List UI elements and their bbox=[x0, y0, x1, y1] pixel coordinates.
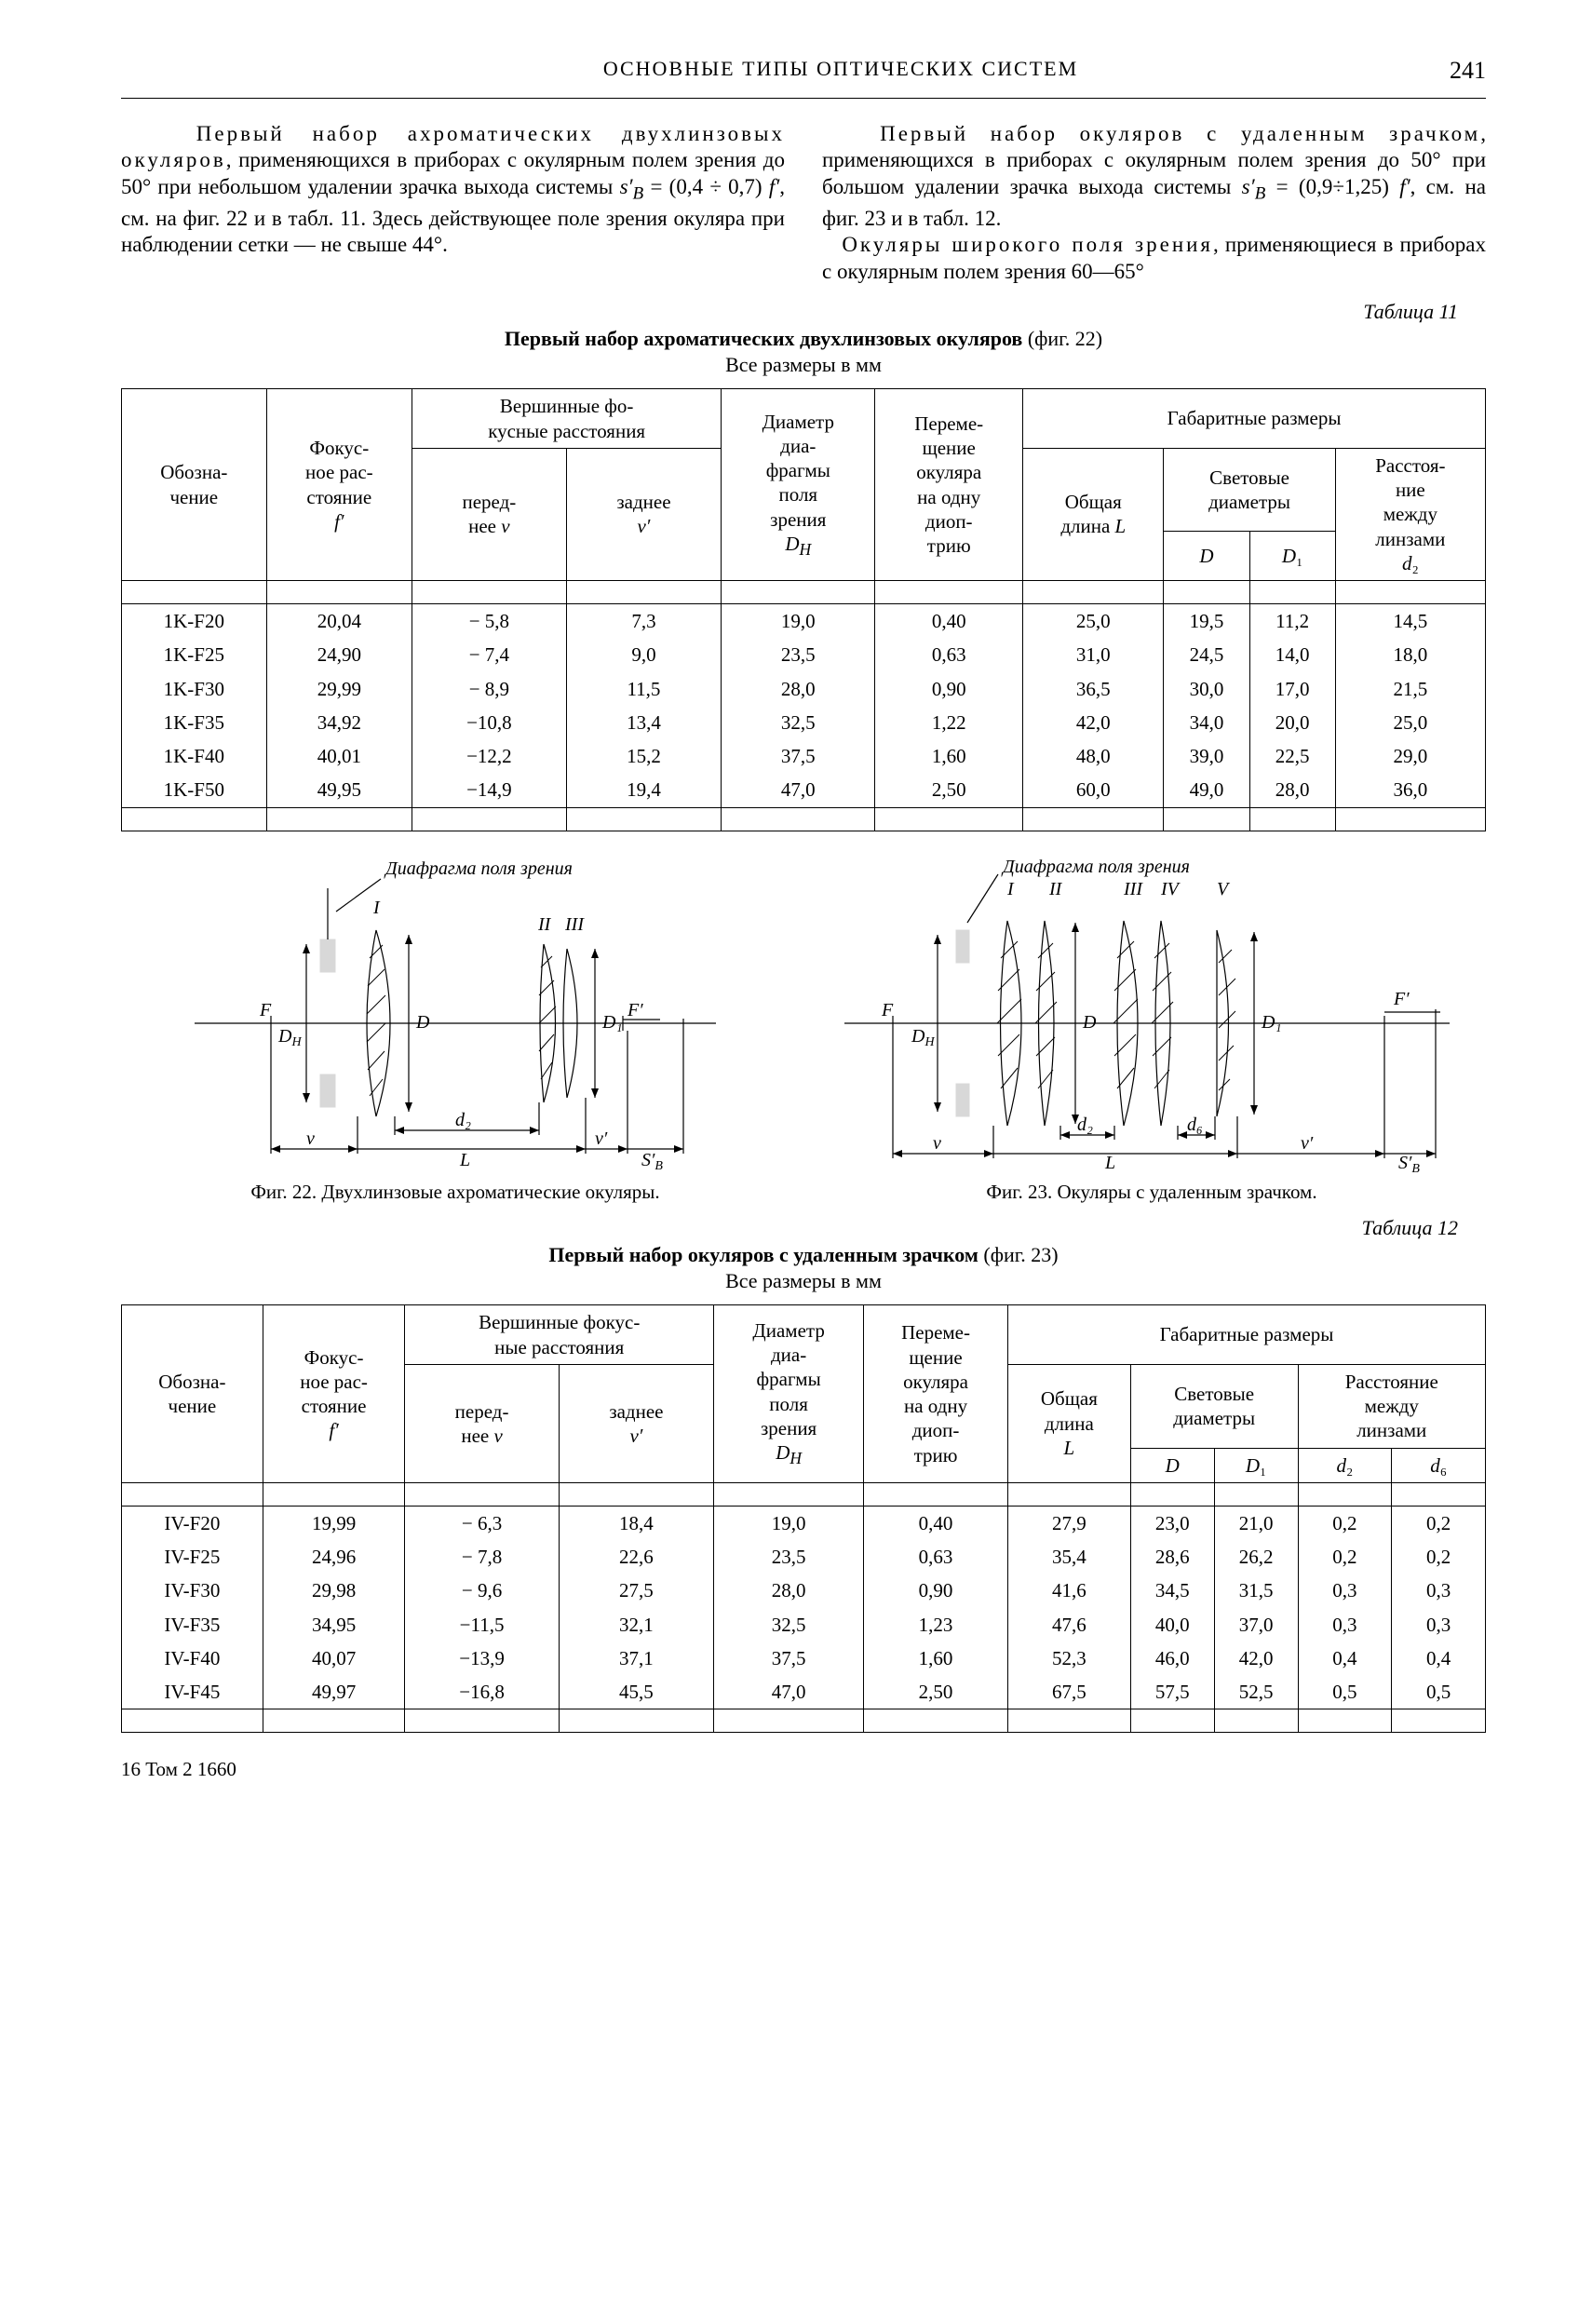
svg-text:V: V bbox=[1217, 879, 1231, 899]
table11-title: Первый набор ахроматических двухлинзовых… bbox=[121, 326, 1486, 377]
fig23-heading: Диафрагма поля зрения bbox=[1001, 857, 1190, 877]
footer-line: 16 Том 2 1660 bbox=[121, 1757, 1486, 1781]
table11-label: Таблица 11 bbox=[121, 299, 1458, 325]
svg-text:L: L bbox=[1104, 1153, 1115, 1172]
th-c3a: перед-нее v bbox=[412, 448, 567, 580]
t12-d6: d₆ bbox=[1392, 1448, 1486, 1482]
svg-text:d₂: d₂ bbox=[1077, 1115, 1093, 1135]
t12-c6g: Габаритные размеры bbox=[1007, 1305, 1485, 1365]
svg-text:D₁: D₁ bbox=[601, 1012, 622, 1033]
th-c6g: Габаритные размеры bbox=[1023, 389, 1486, 449]
svg-text:F′: F′ bbox=[627, 1000, 643, 1020]
fig23: Диафрагма поля зрения I II III IV V bbox=[817, 856, 1486, 1209]
th-c4: Диаметрдиа-фрагмыполязренияDH bbox=[722, 389, 875, 581]
svg-text:D: D bbox=[1082, 1012, 1097, 1033]
t12-c5: Переме-щениеокулярана однудиоп-трию bbox=[864, 1305, 1008, 1483]
svg-text:S′B: S′B bbox=[641, 1150, 663, 1172]
table12-title-bold: Первый набор окуляров с удаленным зрачко… bbox=[548, 1243, 978, 1266]
svg-text:D₁: D₁ bbox=[1261, 1012, 1281, 1033]
table-row: 1K-F4040,01−12,215,237,51,6048,039,022,5… bbox=[122, 739, 1486, 773]
svg-text:F: F bbox=[259, 1000, 272, 1020]
th-c5: Переме-щениеокулярана однудиоп-трию bbox=[875, 389, 1023, 581]
table-row: 1K-F2524,90− 7,49,023,50,6331,024,514,01… bbox=[122, 638, 1486, 671]
body-columns: Первый набор ахроматических двухлинзовых… bbox=[121, 121, 1486, 286]
svg-text:I: I bbox=[372, 898, 381, 918]
table11-title-paren: (фиг. 22) bbox=[1028, 327, 1102, 350]
table12-subtitle: Все размеры в мм bbox=[725, 1269, 882, 1292]
th-c6a: Общаядлина L bbox=[1023, 448, 1164, 580]
th-c2: Фокус-ное рас-стояниеf′ bbox=[266, 389, 412, 581]
svg-text:DH: DH bbox=[911, 1026, 935, 1049]
svg-text:III: III bbox=[1123, 879, 1143, 899]
svg-text:d₆: d₆ bbox=[1187, 1115, 1203, 1135]
t12-c3b: заднееv′ bbox=[559, 1364, 713, 1482]
th-D1: D₁ bbox=[1249, 532, 1335, 581]
svg-text:IV: IV bbox=[1160, 879, 1181, 899]
fig22-svg: Диафрагма поля зрения I II III F F′ DH bbox=[167, 856, 744, 1172]
left-column-text: Первый набор ахроматических двухлинзовых… bbox=[121, 121, 785, 286]
table-row: IV-F2019,99− 6,318,419,00,4027,923,021,0… bbox=[122, 1506, 1486, 1540]
t12-c6bg: Световыедиаметры bbox=[1130, 1364, 1298, 1448]
table-row: IV-F2524,96− 7,822,623,50,6335,428,626,2… bbox=[122, 1540, 1486, 1574]
fig22: Диафрагма поля зрения I II III F F′ DH bbox=[121, 856, 790, 1209]
table-row: IV-F4040,07−13,937,137,51,6052,346,042,0… bbox=[122, 1642, 1486, 1675]
table-row: IV-F4549,97−16,845,547,02,5067,557,552,5… bbox=[122, 1675, 1486, 1709]
fig23-caption: Фиг. 23. Окуляры с удаленным зрачком. bbox=[817, 1180, 1486, 1204]
table11-title-bold: Первый набор ахроматических двухлинзовых… bbox=[505, 327, 1022, 350]
svg-text:III: III bbox=[564, 914, 585, 935]
svg-text:v′: v′ bbox=[595, 1128, 608, 1149]
t12-c3a: перед-нее v bbox=[405, 1364, 559, 1482]
svg-text:v: v bbox=[306, 1128, 315, 1149]
th-D: D bbox=[1164, 532, 1249, 581]
fig23-svg: Диафрагма поля зрения I II III IV V bbox=[826, 856, 1478, 1172]
svg-text:I: I bbox=[1006, 879, 1015, 899]
table-row: IV-F3534,95−11,532,132,51,2347,640,037,0… bbox=[122, 1608, 1486, 1642]
right-column-text: Первый набор окуляров с удаленным зрачко… bbox=[822, 121, 1486, 286]
t12-D: D bbox=[1130, 1448, 1214, 1482]
th-c6bg: Световыедиаметры bbox=[1164, 448, 1335, 532]
svg-text:D: D bbox=[415, 1012, 430, 1033]
table11-subtitle: Все размеры в мм bbox=[725, 353, 882, 376]
table-row: 1K-F3029,99− 8,911,528,00,9036,530,017,0… bbox=[122, 672, 1486, 706]
table-row: IV-F3029,98− 9,627,528,00,9041,634,531,5… bbox=[122, 1574, 1486, 1607]
t12-c6a: ОбщаядлинаL bbox=[1007, 1364, 1130, 1482]
t12-c1: Обозна-чение bbox=[122, 1305, 263, 1483]
page-number: 241 bbox=[1411, 56, 1486, 87]
t12-c6cg: Расстояниемеждулинзами bbox=[1298, 1364, 1486, 1448]
svg-text:II: II bbox=[537, 914, 552, 935]
fig22-caption: Фиг. 22. Двухлинзовые ахроматические оку… bbox=[121, 1180, 790, 1204]
svg-text:II: II bbox=[1048, 879, 1063, 899]
t12-d2: d₂ bbox=[1298, 1448, 1392, 1482]
th-c6c: Расстоя-ниемеждулинзамиd₂ bbox=[1335, 448, 1485, 580]
th-c1: Обозна-чение bbox=[122, 389, 267, 581]
t12-D1: D₁ bbox=[1214, 1448, 1298, 1482]
th-c3b: заднееv′ bbox=[566, 448, 722, 580]
t12-c3g: Вершинные фокус-ные расстояния bbox=[405, 1305, 714, 1365]
table12-label: Таблица 12 bbox=[121, 1215, 1458, 1241]
svg-text:DH: DH bbox=[277, 1026, 302, 1049]
figures-row: Диафрагма поля зрения I II III F F′ DH bbox=[121, 856, 1486, 1209]
svg-text:S′B: S′B bbox=[1398, 1153, 1420, 1172]
svg-text:d₂: d₂ bbox=[455, 1110, 471, 1130]
svg-text:L: L bbox=[459, 1150, 470, 1170]
svg-text:v: v bbox=[933, 1133, 941, 1154]
table-row: 1K-F3534,92−10,813,432,51,2242,034,020,0… bbox=[122, 706, 1486, 739]
table12-title: Первый набор окуляров с удаленным зрачко… bbox=[121, 1242, 1486, 1293]
table11: Обозна-чение Фокус-ное рас-стояниеf′ Вер… bbox=[121, 388, 1486, 831]
t12-c4: Диаметрдиа-фрагмыполязренияDH bbox=[714, 1305, 864, 1483]
svg-text:F′: F′ bbox=[1393, 989, 1410, 1009]
table-row: 1K-F5049,95−14,919,447,02,5060,049,028,0… bbox=[122, 773, 1486, 807]
table12: Обозна-чение Фокус-ное рас-стояниеf′ Вер… bbox=[121, 1304, 1486, 1733]
svg-text:F: F bbox=[881, 1000, 894, 1020]
running-title: ОСНОВНЫЕ ТИПЫ ОПТИЧЕСКИХ СИСТЕМ bbox=[121, 56, 1411, 87]
t12-c2: Фокус-ное рас-стояниеf′ bbox=[263, 1305, 405, 1483]
table-row: 1K-F2020,04− 5,87,319,00,4025,019,511,21… bbox=[122, 604, 1486, 639]
running-header: ОСНОВНЫЕ ТИПЫ ОПТИЧЕСКИХ СИСТЕМ 241 bbox=[121, 56, 1486, 87]
fig22-heading: Диафрагма поля зрения bbox=[384, 858, 573, 879]
svg-text:v′: v′ bbox=[1301, 1133, 1314, 1154]
th-c3g: Вершинные фо-кусные расстояния bbox=[412, 389, 722, 449]
table12-title-paren: (фиг. 23) bbox=[983, 1243, 1058, 1266]
